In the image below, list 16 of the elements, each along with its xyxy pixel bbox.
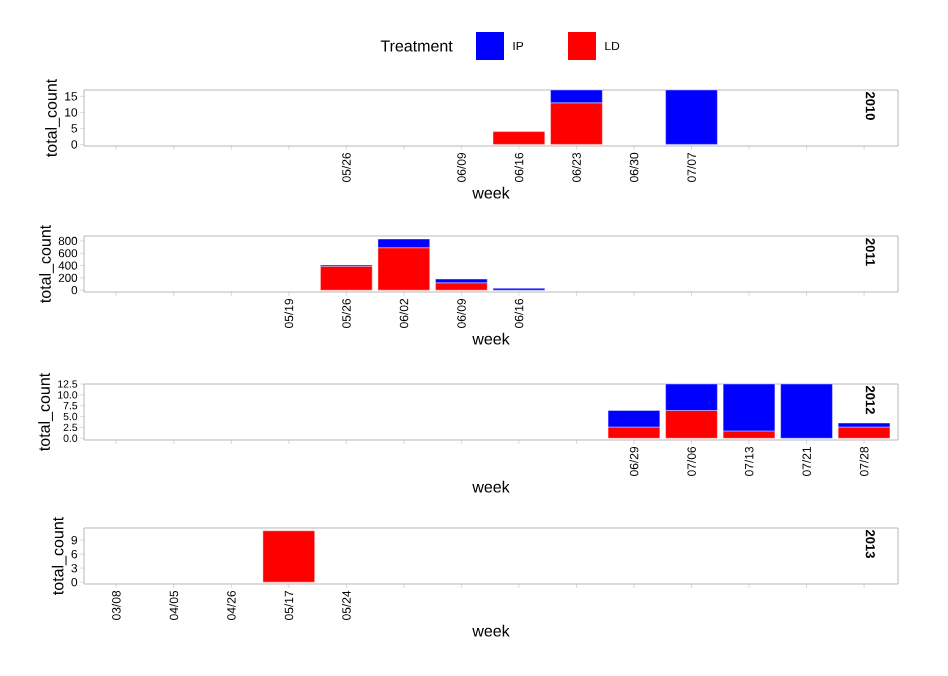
y-axis-title: total_count [51,516,67,595]
bar [722,383,776,432]
y-axis-title: total_count [39,225,54,303]
y-axis-title: total_count [38,372,53,451]
x-axis-title: week [472,624,510,637]
x-axis-title: week [472,186,510,199]
bar [492,131,545,145]
x-axis-title: week [472,480,510,493]
y-axis-title: total_count [45,78,60,157]
bar [780,383,833,439]
x-axis-title: week [472,332,510,345]
bar [320,265,373,291]
legend-title: Treatment [380,40,453,52]
bar [435,282,488,291]
bar [837,426,891,439]
bar [665,89,718,145]
